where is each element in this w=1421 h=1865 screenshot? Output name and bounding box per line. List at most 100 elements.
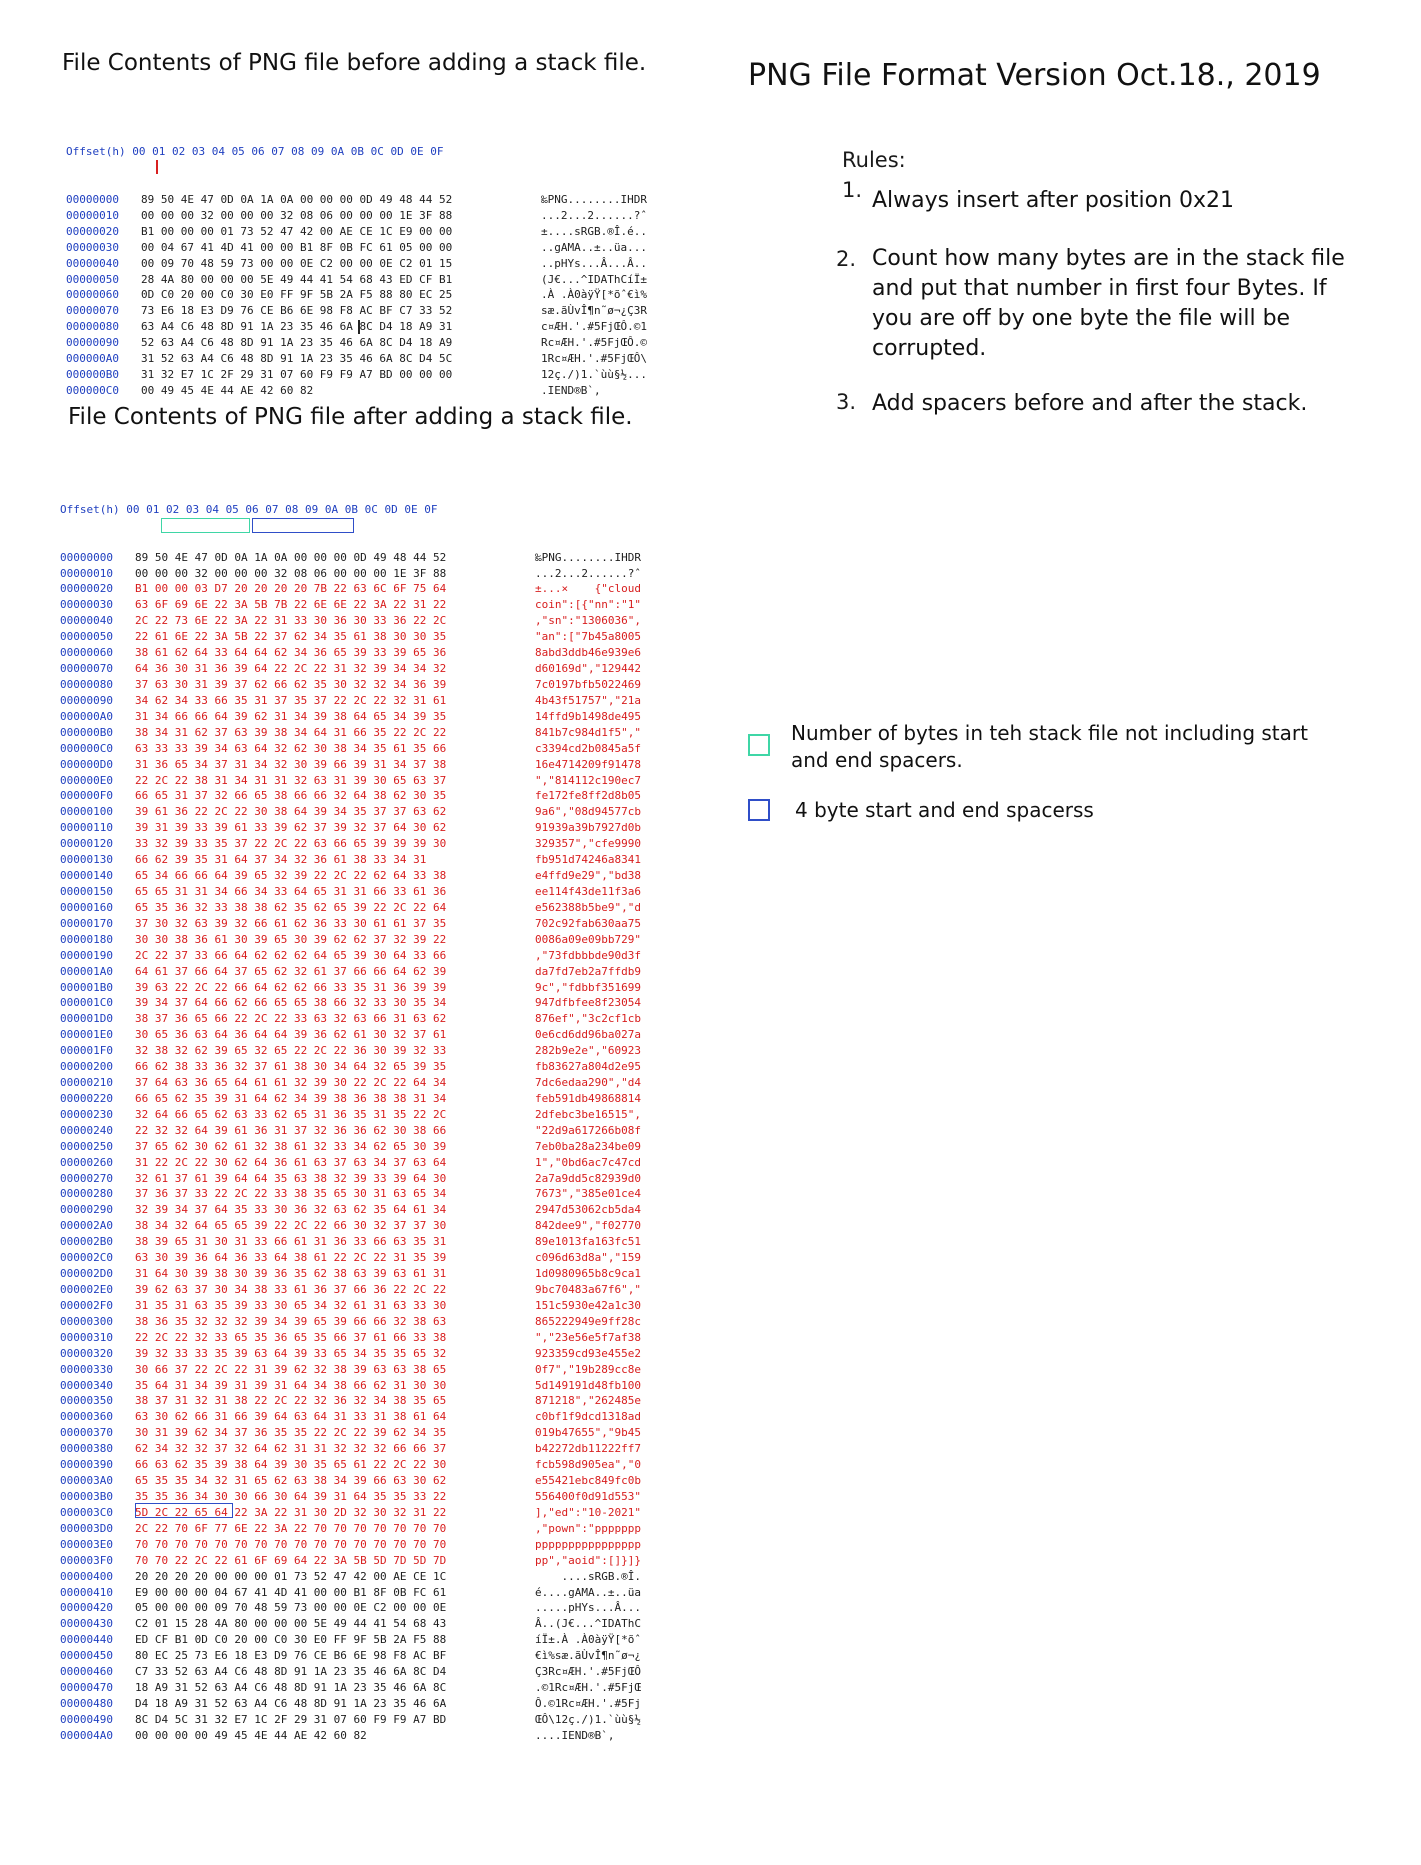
hex-bytes: 63 33 33 39 34 63 64 32 62 30 38 34 35 6…	[135, 741, 447, 755]
hex-row: 00000110 39 31 39 33 39 61 33 39 62 37 39…	[60, 820, 641, 836]
hex-row: 00000320 39 32 33 33 35 39 63 64 39 33 65…	[60, 1346, 641, 1362]
hex-ascii: fcb598d905ea","0	[535, 1458, 641, 1472]
hex-ascii: pp","aoid":[]}]}	[535, 1553, 641, 1567]
hex-offset: 00000060	[60, 646, 113, 660]
hex-row: 00000000 89 50 4E 47 0D 0A 1A 0A 00 00 00…	[66, 192, 647, 208]
hex-ascii: 0086a09e09bb729"	[535, 932, 641, 946]
hex-offset: 00000400	[60, 1569, 113, 1583]
hex-ascii: c0bf1f9dcd1318ad	[535, 1410, 641, 1424]
hex-bytes: 65 35 36 32 33 38 38 62 35 62 65 39 22 2…	[135, 900, 447, 914]
hex-ascii: 0e6cd6dd96ba027a	[535, 1028, 641, 1042]
hex-offset: 00000020	[60, 582, 113, 596]
hex-bytes: 28 4A 80 00 00 00 5E 49 44 41 54 68 43 E…	[141, 272, 453, 286]
hex-row: 00000390 66 63 62 35 39 38 64 39 30 35 65…	[60, 1457, 641, 1473]
hex-row: 00000300 38 36 35 32 32 32 39 34 39 65 39…	[60, 1314, 641, 1330]
hex-bytes: 32 64 66 65 62 63 33 62 65 31 36 35 31 3…	[135, 1107, 447, 1121]
hex-row: 00000010 00 00 00 32 00 00 00 32 08 06 00…	[60, 566, 641, 582]
hex-row: 00000220 66 65 62 35 39 31 64 62 34 39 38…	[60, 1091, 641, 1107]
hex-ascii: Ô.©1Rc¤ÆH.'.#5Fj	[535, 1696, 641, 1710]
hex-row: 00000310 22 2C 22 32 33 65 35 36 65 35 66…	[60, 1330, 641, 1346]
hex-row: 000001A0 64 61 37 66 64 37 65 62 32 61 37…	[60, 964, 641, 980]
format-title: PNG File Format Version Oct.18., 2019	[748, 58, 1321, 93]
hex-ascii: Â..(J€...^IDAThC	[535, 1617, 641, 1631]
hex-bytes: 66 65 62 35 39 31 64 62 34 39 38 36 38 3…	[135, 1091, 447, 1105]
hex-bytes: 80 EC 25 73 E6 18 E3 D9 76 CE B6 6E 98 F…	[135, 1649, 447, 1663]
hex-offset: 00000440	[60, 1633, 113, 1647]
hex-row: 00000370 30 31 39 62 34 37 36 35 35 22 2C…	[60, 1425, 641, 1441]
hex-row: 000003C0 5D 2C 22 65 64 22 3A 22 31 30 2D…	[60, 1505, 641, 1521]
hex-offset: 00000050	[60, 630, 113, 644]
end-spacer-highlight	[135, 1503, 233, 1518]
hex-bytes: 52 63 A4 C6 48 8D 91 1A 23 35 46 6A 8C D…	[141, 336, 453, 350]
hex-bytes: 38 39 65 31 30 31 33 66 61 31 36 33 66 6…	[135, 1235, 447, 1249]
hex-bytes: B1 00 00 00 01 73 52 47 42 00 AE CE 1C E…	[141, 224, 453, 238]
hex-offset: 00000020	[66, 224, 119, 238]
hex-offset: 000000C0	[66, 384, 119, 398]
hex-ascii: 7673","385e01ce4	[535, 1187, 641, 1201]
hex-ascii: e55421ebc849fc0b	[535, 1474, 641, 1488]
hex-ascii: "22d9a617266b08f	[535, 1123, 641, 1137]
hex-bytes: 37 30 32 63 39 32 66 61 62 36 33 30 61 6…	[135, 916, 447, 930]
hex-ascii: ..gAMA..±..üa...	[541, 240, 647, 254]
hex-offset: 00000410	[60, 1585, 113, 1599]
legend-green-text: Number of bytes in teh stack file not in…	[791, 721, 1308, 772]
hex-row: 00000230 32 64 66 65 62 63 33 62 65 31 36…	[60, 1107, 641, 1123]
hex-row: 00000060 38 61 62 64 33 64 64 62 34 36 65…	[60, 645, 641, 661]
hex-ascii: 329357","cfe9990	[535, 837, 641, 851]
hex-offset: 00000180	[60, 932, 113, 946]
hex-offset: 00000230	[60, 1107, 113, 1121]
hex-ascii: .IEND®B`‚	[541, 384, 601, 398]
hex-offset: 00000480	[60, 1696, 113, 1710]
hex-bytes: 00 09 70 48 59 73 00 00 0E C2 00 00 0E C…	[141, 256, 453, 270]
hex-ascii: Ç3Rc¤ÆH.'.#5FjŒÔ	[535, 1665, 641, 1679]
hex-ascii: (J€...^IDAThCíÏ±	[541, 272, 647, 286]
hex-ascii: 9c","fdbbf351699	[535, 980, 641, 994]
rule-1-text: Always insert after position 0x21	[872, 188, 1235, 213]
hex-bytes: 00 00 00 32 00 00 00 32 08 06 00 00 00 1…	[135, 566, 447, 580]
hex-bytes: 66 62 38 33 36 32 37 61 38 30 34 64 32 6…	[135, 1060, 447, 1074]
hex-bytes: 64 61 37 66 64 37 65 62 32 61 37 66 66 6…	[135, 964, 447, 978]
hex-offset: 000000B0	[66, 368, 119, 382]
hex-bytes: 31 34 66 66 64 39 62 31 34 39 38 64 65 3…	[135, 709, 447, 723]
hex-bytes: 22 32 32 64 39 61 36 31 37 32 36 36 62 3…	[135, 1123, 447, 1137]
hex-row: 00000070 73 E6 18 E3 D9 76 CE B6 6E 98 F8…	[66, 303, 647, 319]
hex-ascii: 923359cd93e455e2	[535, 1346, 641, 1360]
hex-row: 00000020 B1 00 00 03 D7 20 20 20 20 7B 22…	[60, 581, 641, 597]
hex-row: 000003F0 70 70 22 2C 22 61 6F 69 64 22 3A…	[60, 1553, 641, 1569]
hex-bytes: 37 36 37 33 22 2C 22 33 38 35 65 30 31 6…	[135, 1187, 447, 1201]
hex-row: 000002E0 39 62 63 37 30 34 38 33 61 36 37…	[60, 1282, 641, 1298]
hex-row: 00000190 2C 22 37 33 66 64 62 62 62 64 65…	[60, 948, 641, 964]
hex-row: 00000160 65 35 36 32 33 38 38 62 35 62 65…	[60, 900, 641, 916]
hex-bytes: 73 E6 18 E3 D9 76 CE B6 6E 98 F8 AC BF C…	[141, 304, 453, 318]
hex-offset: 00000300	[60, 1314, 113, 1328]
hex-ascii: ....IEND®B`‚	[535, 1728, 615, 1742]
hex-ascii: fb83627a804d2e95	[535, 1060, 641, 1074]
hex-offset: 00000310	[60, 1330, 113, 1344]
hex-row: 00000240 22 32 32 64 39 61 36 31 37 32 36…	[60, 1123, 641, 1139]
hex-ascii: ±....sRGB.®Î.é..	[541, 224, 647, 238]
hex-ascii: 282b9e2e","60923	[535, 1044, 641, 1058]
hex-offset: 00000430	[60, 1617, 113, 1631]
hex-offset: 00000080	[66, 320, 119, 334]
hex-offset: 00000460	[60, 1665, 113, 1679]
hex-bytes: 62 34 32 32 37 32 64 62 31 31 32 32 32 6…	[135, 1442, 447, 1456]
end-cursor	[358, 320, 360, 334]
hex-row: 00000150 65 65 31 31 34 66 34 33 64 65 31…	[60, 884, 641, 900]
hex-row: 00000170 37 30 32 63 39 32 66 61 62 36 33…	[60, 916, 641, 932]
hex-bytes: 63 A4 C6 48 8D 91 1A 23 35 46 6A 8C D4 1…	[141, 320, 453, 334]
hex-ascii: ee114f43de11f3a6	[535, 884, 641, 898]
hex-bytes: ED CF B1 0D C0 20 00 C0 30 E0 FF 9F 5B 2…	[135, 1633, 447, 1647]
hex-row: 00000270 32 61 37 61 39 64 64 35 63 38 32…	[60, 1171, 641, 1187]
hex-bytes: 39 62 63 37 30 34 38 33 61 36 37 66 36 2…	[135, 1283, 447, 1297]
hex-row: 000002C0 63 30 39 36 64 36 33 64 38 61 22…	[60, 1250, 641, 1266]
hex-bytes: 63 30 62 66 31 66 39 64 63 64 31 33 31 3…	[135, 1410, 447, 1424]
hex-ascii: 4b43f51757","21a	[535, 693, 641, 707]
hex-ascii: 841b7c984d1f5","	[535, 725, 641, 739]
hex-offset: 00000130	[60, 853, 113, 867]
hex-offset: 000000B0	[60, 725, 113, 739]
rule-2-number: 2.	[836, 247, 857, 271]
hex-row: 00000120 33 32 39 33 35 37 22 2C 22 63 66…	[60, 836, 641, 852]
hex-row: 00000090 52 63 A4 C6 48 8D 91 1A 23 35 46…	[66, 335, 647, 351]
hex-ascii: 1Rc¤ÆH.'.#5FjŒÔ\	[541, 352, 647, 366]
hex-offset: 00000000	[66, 192, 119, 206]
